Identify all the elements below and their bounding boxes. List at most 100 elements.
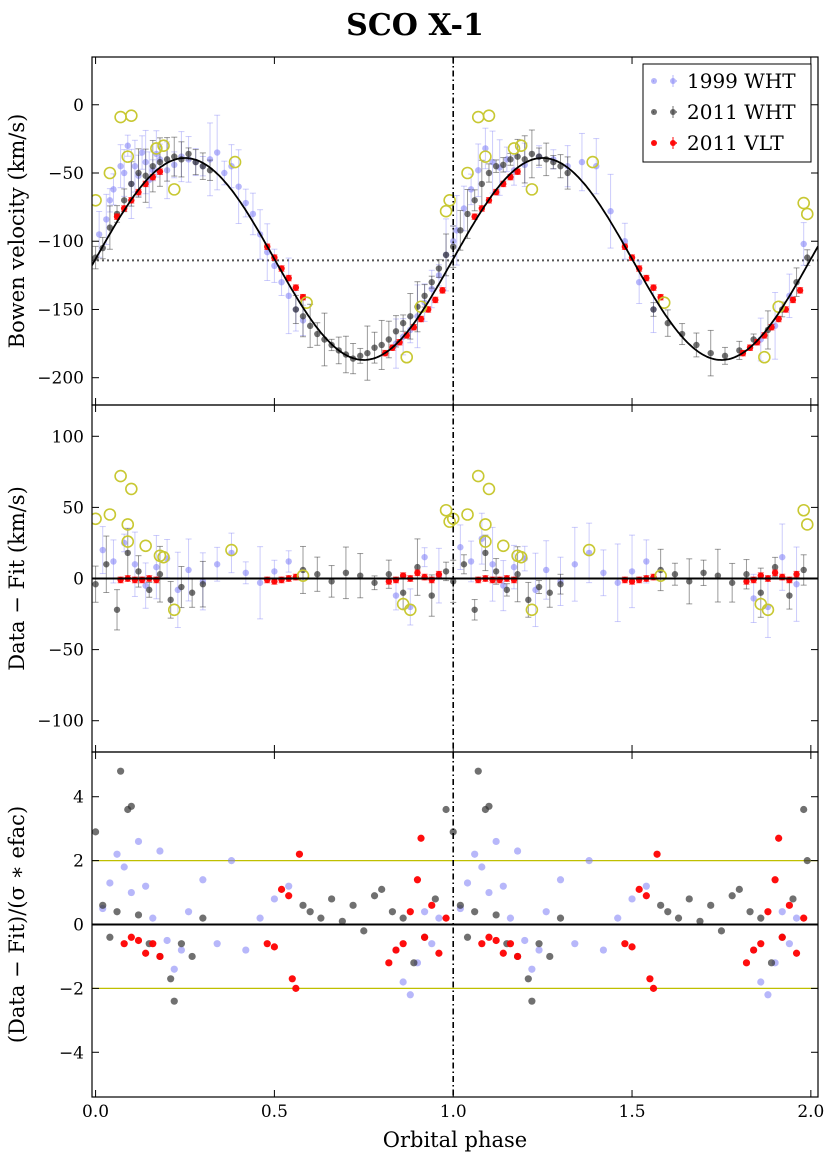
legend-marker (670, 140, 676, 146)
data-point-vlt2011 (417, 834, 425, 842)
outlier-marker (439, 503, 453, 517)
data-point-wht2011 (492, 568, 500, 575)
data-point-wht1999 (757, 978, 765, 986)
data-point-wht2011 (485, 169, 493, 177)
data-point-vlt2011 (292, 284, 300, 291)
data-point-wht1999 (142, 582, 149, 589)
data-point-wht2011 (492, 162, 500, 170)
data-point-wht1999 (421, 908, 429, 916)
data-point-wht2011 (800, 566, 807, 574)
data-point-wht1999 (131, 561, 139, 568)
data-point-wht1999 (614, 579, 621, 586)
data-point-wht1999 (542, 566, 550, 574)
legend-label: 2011 WHT (687, 100, 796, 124)
data-point-wht2011 (500, 161, 507, 169)
data-point-wht2011 (177, 940, 186, 948)
outlier-marker (797, 503, 810, 517)
data-point-wht2011 (804, 254, 811, 261)
data-point-vlt2011 (142, 949, 150, 957)
data-point-wht2011 (803, 857, 811, 865)
outlier-marker (525, 603, 539, 617)
data-point-vlt2011 (775, 315, 782, 323)
data-point-vlt2011 (757, 572, 764, 579)
data-point-wht2011 (546, 589, 553, 596)
data-point-vlt2011 (156, 168, 164, 175)
data-point-wht2011 (728, 892, 736, 900)
data-point-wht2011 (113, 908, 121, 916)
data-point-wht2011 (185, 150, 192, 158)
normalized-residual-panel: 4 2 0 −2 −4 (Data − Fit)/(σ ∗ efac) (5, 751, 819, 1098)
data-point-vlt2011 (775, 834, 783, 842)
outlier-marker (228, 155, 242, 169)
data-point-wht2011 (686, 578, 693, 585)
data-point-wht2011 (113, 606, 121, 613)
data-point-wht1999 (467, 186, 475, 193)
data-point-wht2011 (338, 917, 346, 925)
data-point-wht2011 (156, 571, 164, 578)
outlier-marker (461, 508, 474, 521)
data-point-wht2011 (471, 197, 478, 204)
data-point-vlt2011 (514, 168, 521, 175)
data-point-wht1999 (177, 946, 186, 954)
data-point-vlt2011 (754, 339, 761, 346)
data-point-vlt2011 (785, 901, 793, 909)
plot-area (92, 767, 818, 1005)
data-point-wht1999 (571, 940, 579, 948)
data-point-wht1999 (800, 240, 807, 248)
data-point-vlt2011 (385, 578, 393, 585)
data-point-wht1999 (117, 162, 124, 170)
outlier-marker (507, 142, 521, 155)
data-point-vlt2011 (628, 578, 636, 585)
data-point-wht1999 (475, 167, 482, 174)
data-point-wht2011 (106, 224, 114, 231)
data-point-wht2011 (357, 352, 364, 360)
data-point-wht1999 (778, 908, 786, 916)
data-point-wht1999 (614, 914, 622, 922)
data-point-wht1999 (285, 558, 292, 565)
outlier-marker (479, 535, 492, 548)
data-point-wht2011 (482, 549, 489, 557)
data-point-wht2011 (163, 156, 171, 163)
outlier-marker (482, 109, 496, 122)
data-point-vlt2011 (499, 949, 507, 957)
data-point-vlt2011 (628, 943, 636, 951)
data-point-wht1999 (249, 210, 257, 218)
data-point-vlt2011 (621, 940, 629, 948)
outlier-marker (103, 166, 117, 180)
y-tick-label: 2 (73, 852, 84, 872)
outlier-marker (439, 204, 453, 218)
data-point-wht1999 (628, 568, 636, 575)
outlier-marker (125, 482, 138, 496)
data-point-wht1999 (450, 238, 457, 245)
data-point-vlt2011 (789, 296, 797, 304)
data-point-wht2011 (371, 579, 378, 586)
x-tick-label: 0.5 (261, 1102, 288, 1122)
data-point-wht1999 (256, 914, 264, 922)
data-point-wht2011 (414, 563, 421, 571)
outlier-marker (479, 150, 492, 163)
data-point-wht1999 (599, 946, 608, 954)
data-point-wht2011 (103, 561, 110, 568)
data-point-wht1999 (163, 167, 171, 174)
data-point-wht1999 (793, 580, 800, 588)
data-point-wht2011 (349, 901, 357, 909)
data-point-wht1999 (585, 857, 593, 865)
outlier-marker (514, 550, 528, 564)
data-point-wht2011 (360, 927, 368, 935)
outlier-marker (403, 603, 417, 617)
outlier-marker (121, 535, 135, 548)
data-point-wht2011 (717, 927, 726, 935)
data-point-vlt2011 (750, 946, 758, 954)
data-point-wht2011 (456, 901, 464, 909)
data-point-vlt2011 (650, 284, 657, 291)
x-tick-label: 1.0 (440, 1102, 467, 1122)
data-point-wht1999 (221, 169, 228, 177)
data-point-vlt2011 (414, 569, 421, 577)
data-point-wht2011 (299, 901, 307, 909)
data-point-vlt2011 (485, 933, 493, 941)
data-point-wht2011 (399, 589, 407, 596)
outlier-marker (800, 207, 814, 221)
data-point-vlt2011 (421, 933, 429, 941)
fit-curve (92, 157, 818, 361)
data-point-vlt2011 (800, 914, 808, 922)
